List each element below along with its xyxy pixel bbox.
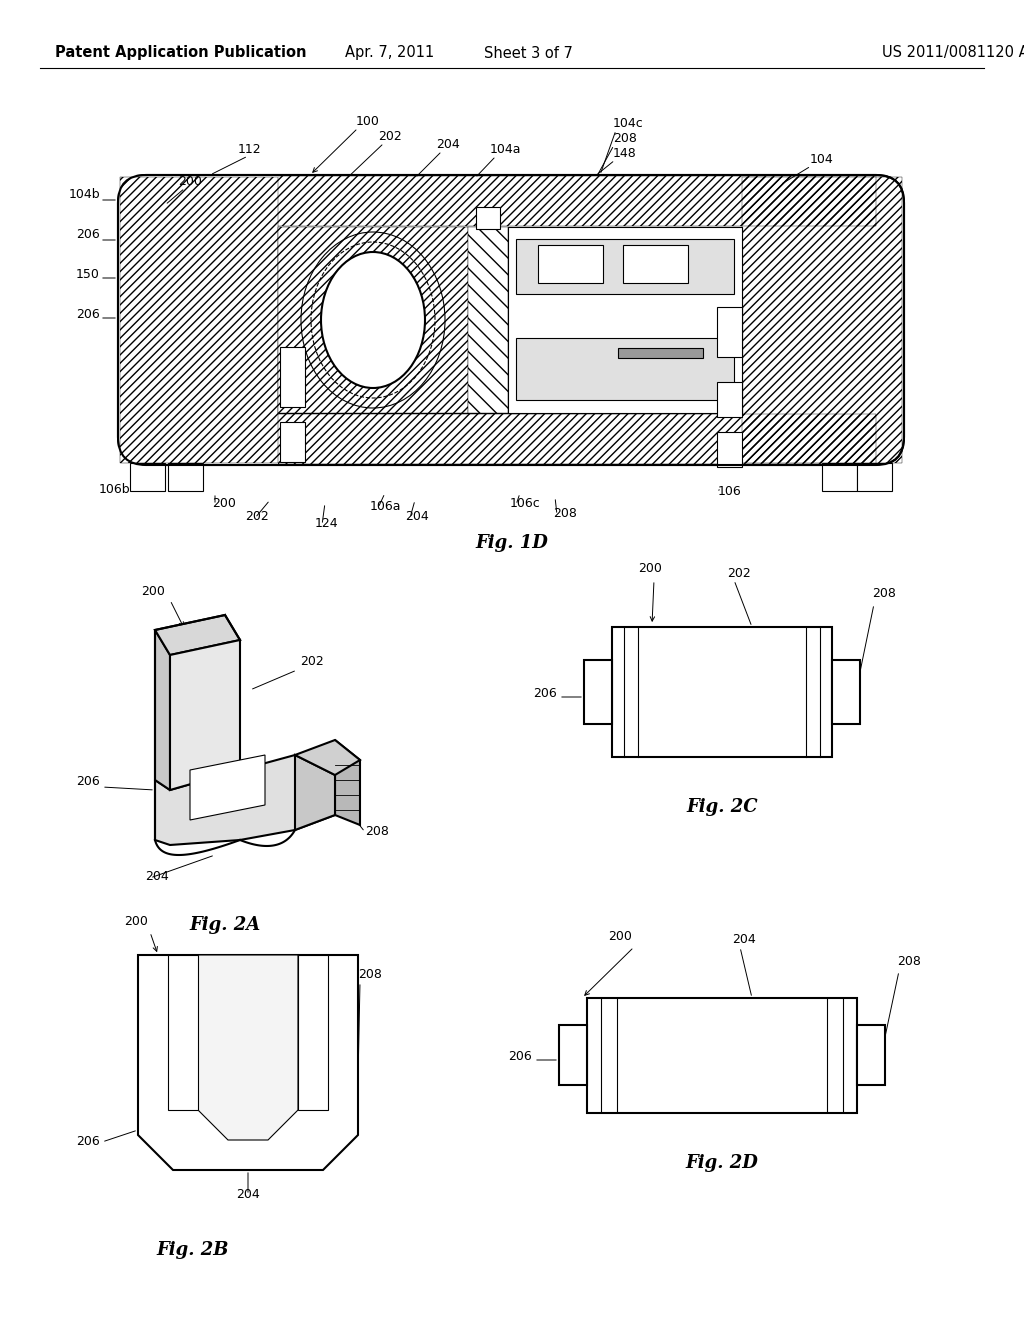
Polygon shape [170, 640, 240, 789]
Text: US 2011/0081120 A1: US 2011/0081120 A1 [882, 45, 1024, 61]
Text: 200: 200 [608, 931, 632, 942]
Bar [468, 227, 508, 413]
Text: Sheet 3 of 7: Sheet 3 of 7 [483, 45, 572, 61]
Text: 106c: 106c [510, 498, 541, 510]
Bar [857, 1026, 885, 1085]
Bar [476, 207, 500, 228]
Bar [857, 463, 892, 491]
Text: 202: 202 [727, 568, 751, 579]
Text: 106: 106 [718, 484, 741, 498]
Text: 208: 208 [897, 954, 921, 968]
Text: Apr. 7, 2011: Apr. 7, 2011 [345, 45, 434, 61]
Bar [120, 177, 278, 463]
Text: 206: 206 [508, 1049, 532, 1063]
Bar [831, 660, 860, 723]
Ellipse shape [321, 252, 425, 388]
Text: 100: 100 [356, 115, 380, 128]
Bar [280, 422, 305, 462]
Text: 206: 206 [76, 308, 100, 321]
Polygon shape [155, 755, 335, 845]
Bar [516, 338, 734, 400]
Text: 202: 202 [300, 655, 324, 668]
Bar [278, 227, 468, 413]
Bar [168, 463, 203, 491]
Text: 202: 202 [303, 968, 327, 981]
Text: 104: 104 [810, 153, 834, 166]
Bar [168, 954, 198, 1110]
Polygon shape [198, 954, 298, 1140]
Bar [146, 414, 876, 465]
Bar [717, 432, 742, 467]
Text: 202: 202 [245, 510, 268, 523]
Text: 104b: 104b [69, 187, 100, 201]
Bar [278, 227, 742, 413]
FancyBboxPatch shape [118, 176, 904, 465]
Text: 204: 204 [406, 510, 429, 523]
Text: Patent Application Publication: Patent Application Publication [55, 45, 306, 61]
Bar [584, 660, 612, 723]
Text: 204: 204 [237, 1188, 260, 1201]
Bar [118, 176, 278, 465]
Bar [612, 627, 831, 756]
Polygon shape [138, 954, 358, 1170]
Text: 106a: 106a [370, 500, 401, 513]
Bar [468, 227, 508, 413]
Text: 200: 200 [212, 498, 236, 510]
Text: 206: 206 [534, 686, 557, 700]
Text: Fig. 1D: Fig. 1D [475, 535, 549, 552]
Text: 150: 150 [76, 268, 100, 281]
Text: Fig. 2B: Fig. 2B [157, 1241, 229, 1259]
Text: 208: 208 [553, 507, 577, 520]
Text: 104a: 104a [490, 143, 521, 156]
Bar [146, 176, 876, 226]
Text: 200: 200 [141, 585, 165, 598]
Text: 112: 112 [238, 143, 261, 156]
Bar [130, 463, 165, 491]
Text: Fig. 2C: Fig. 2C [686, 799, 758, 816]
Text: 200: 200 [178, 176, 202, 187]
Bar [538, 246, 603, 282]
Text: 206: 206 [76, 775, 100, 788]
Bar [717, 381, 742, 417]
Text: 204: 204 [436, 139, 460, 150]
Bar [278, 227, 468, 413]
Bar [618, 348, 703, 358]
Text: 206: 206 [76, 228, 100, 242]
Text: 208: 208 [872, 587, 896, 601]
Text: 208: 208 [613, 132, 637, 145]
Polygon shape [295, 755, 335, 830]
Polygon shape [155, 630, 170, 789]
Bar [280, 347, 305, 407]
Bar [623, 246, 688, 282]
Polygon shape [190, 755, 265, 820]
Text: 204: 204 [145, 870, 169, 883]
Text: 148: 148 [613, 147, 637, 160]
Text: 202: 202 [378, 129, 401, 143]
Text: 200: 200 [638, 562, 662, 576]
Text: Fig. 2D: Fig. 2D [685, 1154, 759, 1172]
Bar [822, 463, 857, 491]
Text: 124: 124 [315, 517, 339, 531]
Bar [559, 1026, 587, 1085]
Text: 200: 200 [124, 915, 148, 928]
Polygon shape [155, 615, 240, 655]
Text: 204: 204 [732, 933, 756, 946]
Bar [508, 227, 742, 413]
Text: 208: 208 [365, 825, 389, 838]
Bar [146, 176, 876, 227]
Bar [298, 954, 328, 1110]
Text: 104c: 104c [613, 117, 644, 129]
Text: 106b: 106b [98, 483, 130, 496]
Polygon shape [335, 741, 360, 825]
Polygon shape [295, 741, 360, 775]
Bar [717, 308, 742, 356]
Bar [742, 177, 902, 463]
Bar [516, 239, 734, 294]
Text: 208: 208 [358, 968, 382, 981]
Bar [587, 998, 857, 1113]
Text: 206: 206 [76, 1135, 100, 1148]
Text: Fig. 2A: Fig. 2A [189, 916, 261, 935]
